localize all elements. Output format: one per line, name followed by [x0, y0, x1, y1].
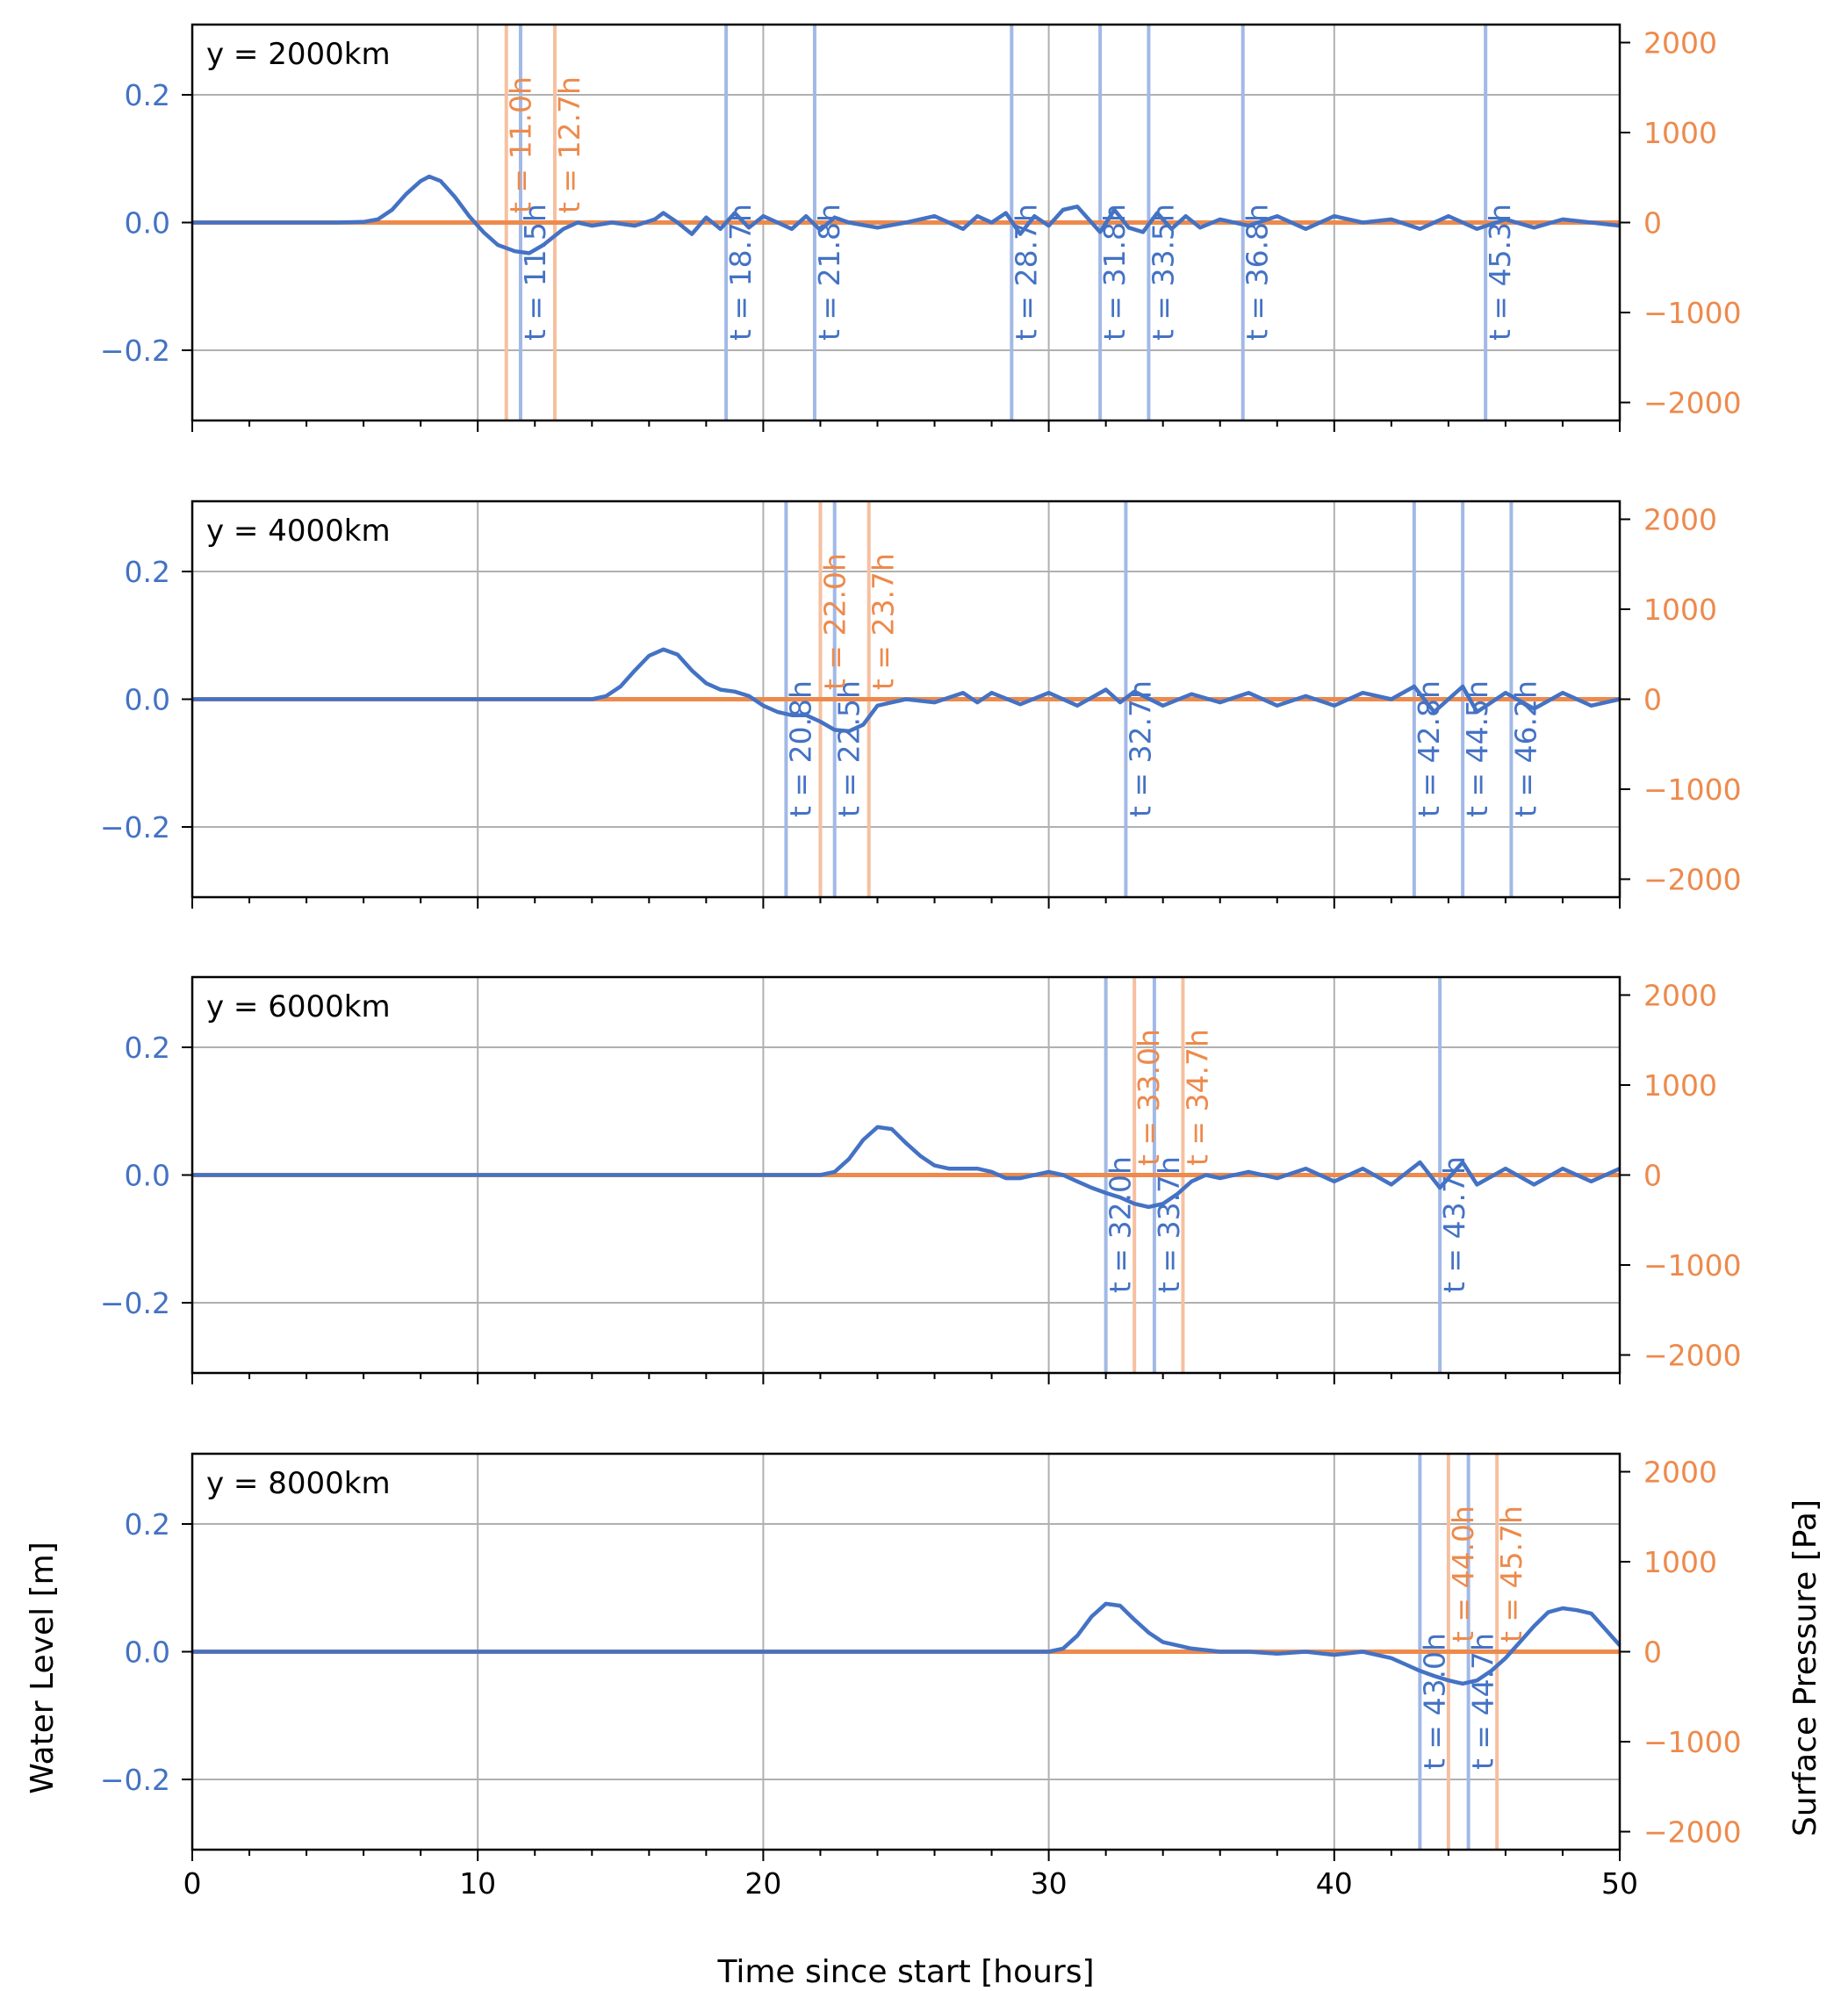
water-vline-label: t = 45.3h [1483, 204, 1517, 341]
pressure-vline-label: t = 23.7h [866, 553, 901, 690]
right-y-tick-label: 1000 [1643, 1545, 1717, 1579]
water-vline-label: t = 42.8h [1412, 680, 1446, 817]
right-axis-label: Surface Pressure [Pa] [1787, 1499, 1823, 1836]
right-y-tick-label: 0 [1643, 1635, 1662, 1670]
water-vline-label: t = 44.7h [1466, 1633, 1500, 1770]
left-y-tick-label: 0.0 [125, 683, 170, 717]
pressure-vline-label: t = 12.7h [552, 76, 586, 213]
water-vline-label: t = 31.8h [1097, 204, 1132, 341]
panel-frame [191, 500, 1621, 899]
left-y-tick-label: 0.2 [125, 1507, 170, 1542]
pressure-vline-label: t = 44.0h [1446, 1506, 1480, 1642]
water-level-series-line [192, 647, 1621, 734]
right-y-tick-label: −1000 [1643, 296, 1742, 330]
left-y-tick-label: 0.2 [125, 1031, 170, 1065]
water-vline-label: t = 44.5h [1460, 680, 1494, 817]
right-y-tick-label: −2000 [1643, 863, 1742, 897]
panel-label: y = 2000km [206, 37, 391, 72]
left-y-tick-label: −0.2 [100, 1286, 170, 1320]
pressure-vline-label: t = 34.7h [1180, 1029, 1214, 1166]
panel-frame [191, 1452, 1621, 1851]
right-y-tick-label: 2000 [1643, 26, 1717, 61]
water-level-series-line [192, 1125, 1621, 1210]
x-tick-label: 50 [1601, 1866, 1638, 1901]
water-vline-label: t = 11.5h [518, 204, 552, 341]
panel-label: y = 8000km [206, 1466, 391, 1501]
pressure-vline-label: t = 22.0h [817, 553, 852, 690]
water-vline-label: t = 32.7h [1123, 680, 1157, 817]
panel-frame [191, 975, 1621, 1375]
left-y-tick-label: −0.2 [100, 810, 170, 845]
right-y-tick-label: 0 [1643, 1159, 1662, 1193]
water-level-series-line [192, 1601, 1621, 1686]
water-vline-label: t = 46.2h [1508, 680, 1542, 817]
right-y-tick-label: −1000 [1643, 773, 1742, 807]
left-axis-label: Water Level [m] [25, 1542, 61, 1794]
x-tick-label: 0 [183, 1866, 202, 1901]
right-y-tick-label: −1000 [1643, 1248, 1742, 1283]
water-vline-label: t = 28.7h [1009, 204, 1043, 341]
right-y-tick-label: 1000 [1643, 116, 1717, 150]
water-level-series-line [192, 174, 1621, 255]
water-vline-label: t = 18.7h [723, 204, 758, 341]
right-y-tick-label: 2000 [1643, 979, 1717, 1013]
water-vline-label: t = 36.8h [1240, 204, 1275, 341]
water-vline-label: t = 32.0h [1104, 1156, 1138, 1293]
x-axis-label: Time since start [hours] [716, 1954, 1094, 1990]
water-vline-label: t = 21.8h [812, 204, 846, 341]
left-y-tick-label: 0.0 [125, 1159, 170, 1193]
left-y-tick-label: −0.2 [100, 334, 170, 368]
right-y-tick-label: 2000 [1643, 503, 1717, 537]
water-vline-label: t = 33.7h [1152, 1156, 1186, 1293]
water-vline-label: t = 22.5h [832, 680, 866, 817]
left-y-tick-label: 0.2 [125, 78, 170, 112]
water-vline-label: t = 43.0h [1417, 1633, 1451, 1770]
right-y-tick-label: 2000 [1643, 1456, 1717, 1490]
right-y-tick-label: −1000 [1643, 1725, 1742, 1759]
right-y-tick-label: 0 [1643, 683, 1662, 717]
right-y-tick-label: 0 [1643, 206, 1662, 241]
panel-label: y = 4000km [206, 514, 391, 549]
pressure-vline-label: t = 11.0h [504, 76, 538, 213]
water-vline-label: t = 43.7h [1437, 1156, 1471, 1293]
panel-label: y = 6000km [206, 989, 391, 1024]
right-y-tick-label: 1000 [1643, 593, 1717, 627]
pressure-vline-label: t = 45.7h [1494, 1506, 1528, 1642]
x-tick-label: 20 [744, 1866, 781, 1901]
right-y-tick-label: −2000 [1643, 1339, 1742, 1373]
x-tick-label: 10 [459, 1866, 496, 1901]
right-y-tick-label: −2000 [1643, 386, 1742, 420]
left-y-tick-label: 0.0 [125, 206, 170, 241]
x-tick-label: 40 [1316, 1866, 1353, 1901]
right-y-tick-label: −2000 [1643, 1815, 1742, 1850]
left-y-tick-label: −0.2 [100, 1763, 170, 1797]
pressure-vline-label: t = 33.0h [1132, 1029, 1166, 1166]
x-tick-label: 30 [1031, 1866, 1068, 1901]
panel-frame [191, 23, 1621, 422]
water-vline-label: t = 20.8h [783, 680, 817, 817]
right-y-tick-label: 1000 [1643, 1068, 1717, 1103]
water-vline-label: t = 33.5h [1146, 204, 1180, 341]
left-y-tick-label: 0.0 [125, 1635, 170, 1670]
left-y-tick-label: 0.2 [125, 555, 170, 589]
